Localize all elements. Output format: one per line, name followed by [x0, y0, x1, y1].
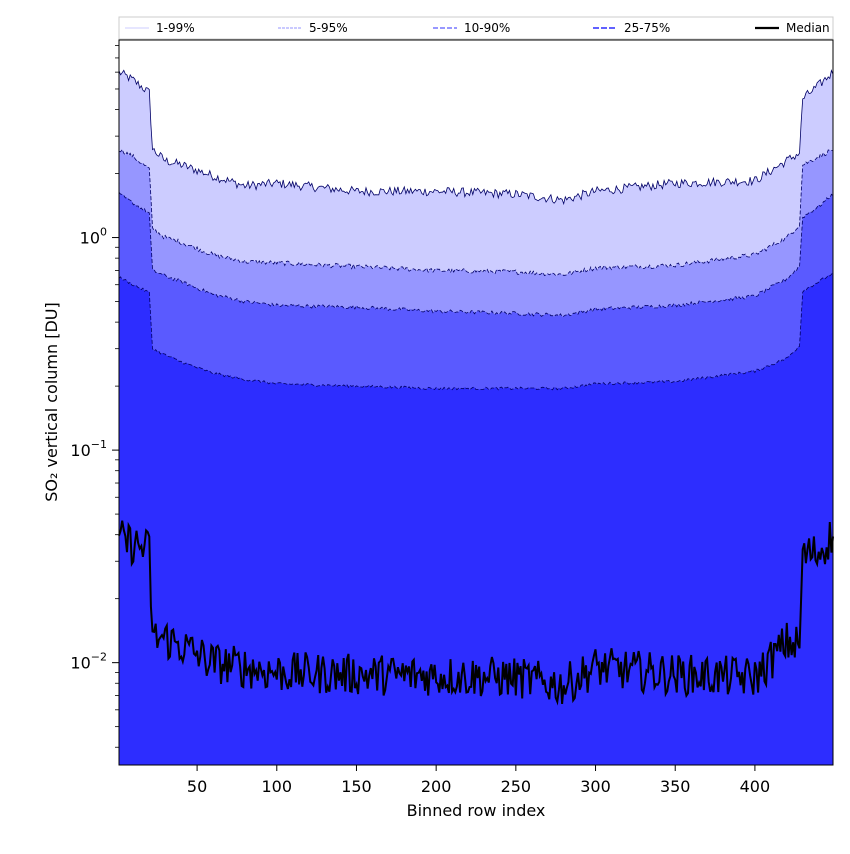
edge-p1_99	[118, 69, 834, 206]
band-p25_75	[119, 271, 833, 765]
x-tick-label: 300	[580, 777, 611, 796]
x-axis-label: Binned row index	[407, 801, 546, 820]
y-tick-label: 100	[80, 226, 107, 248]
x-tick-label: 50	[187, 777, 207, 796]
y-axis: 100 10−1 10−2	[70, 45, 119, 748]
legend-frame	[118, 16, 834, 40]
x-tick-label: 150	[341, 777, 372, 796]
percentile-edges	[118, 69, 834, 391]
x-tick-label: 400	[740, 777, 771, 796]
x-axis: 50 100 150 200 250 300 350 400	[187, 765, 770, 796]
edge-p10_90	[118, 192, 834, 318]
legend-label-p25_75: 25-75%	[624, 21, 670, 35]
y-tick-label: 10−1	[70, 438, 107, 460]
x-tick-label: 200	[421, 777, 452, 796]
plot-frame	[118, 39, 834, 766]
median-line	[118, 520, 834, 706]
legend-label-p10_90: 10-90%	[464, 21, 510, 35]
legend-label-median: Median	[786, 21, 830, 35]
x-tick-label: 100	[262, 777, 293, 796]
percentile-bands	[119, 70, 833, 766]
x-tick-label: 350	[660, 777, 691, 796]
legend-label-p5_95: 5-95%	[309, 21, 348, 35]
y-tick-label: 10−2	[70, 651, 107, 673]
edge-p5_95	[118, 148, 833, 277]
legend-label-p1_99: 1-99%	[156, 21, 195, 35]
edge-p25_75	[118, 271, 834, 391]
legend: 1-99% 5-95% 10-90% 25-75% Median	[118, 16, 834, 40]
y-axis-label: SO₂ vertical column [DU]	[42, 302, 61, 502]
x-tick-label: 250	[501, 777, 532, 796]
